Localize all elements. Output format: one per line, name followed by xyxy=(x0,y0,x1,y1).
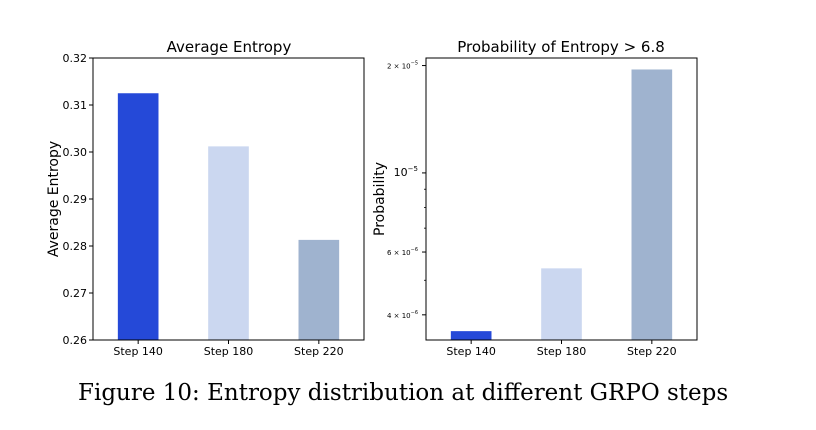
y-tick-label: 0.32 xyxy=(63,52,88,65)
y-tick-label: 0.26 xyxy=(63,334,88,347)
y-tick-label: 0.29 xyxy=(63,193,88,206)
y-tick-label: 0.31 xyxy=(63,99,88,112)
bar xyxy=(450,331,492,340)
bar xyxy=(117,93,159,340)
x-tick-label: Step 220 xyxy=(294,345,344,358)
y-tick-label: 4 × 10−6 xyxy=(387,310,418,320)
tick-exponent: −6 xyxy=(411,310,418,316)
y-tick-label: 2 × 10−5 xyxy=(387,61,418,71)
average-entropy-chart: Average Entropy Average Entropy 0.26 0.27… xyxy=(46,38,365,358)
y-tick-label: 6 × 10−6 xyxy=(387,247,418,257)
x-tick-label: Step 140 xyxy=(113,345,163,358)
bar xyxy=(298,239,340,340)
x-tick-label: Step 180 xyxy=(537,345,587,358)
tick-exponent: −5 xyxy=(411,61,418,67)
probability-chart: Probability of Entropy > 6.8 Probability… xyxy=(372,38,698,358)
y-tick-label: 0.27 xyxy=(63,287,88,300)
bar xyxy=(208,146,249,340)
tick-exponent: −5 xyxy=(408,165,418,173)
chart-title: Probability of Entropy > 6.8 xyxy=(457,38,665,56)
x-tick-label: Step 180 xyxy=(204,345,254,358)
x-tick-label: Step 140 xyxy=(446,345,496,358)
tick-base: 6 × 10 xyxy=(387,249,411,257)
tick-base: 2 × 10 xyxy=(387,63,411,71)
chart-title: Average Entropy xyxy=(167,38,292,56)
tick-base: 4 × 10 xyxy=(387,312,411,320)
x-tick-label: Step 220 xyxy=(627,345,677,358)
plot-frame xyxy=(425,57,698,341)
bar xyxy=(541,268,582,340)
y-axis-label: Probability xyxy=(372,162,388,236)
figure-caption: Figure 10: Entropy distribution at diffe… xyxy=(78,380,729,406)
y-axis-label: Average Entropy xyxy=(46,141,62,257)
y-tick-label: 10−5 xyxy=(394,165,418,179)
y-tick-label: 0.28 xyxy=(63,240,88,253)
y-tick-label: 0.30 xyxy=(63,146,88,159)
bar xyxy=(631,69,673,340)
plot-frame xyxy=(92,57,365,341)
tick-exponent: −6 xyxy=(411,247,418,253)
tick-base: 10 xyxy=(394,166,408,179)
